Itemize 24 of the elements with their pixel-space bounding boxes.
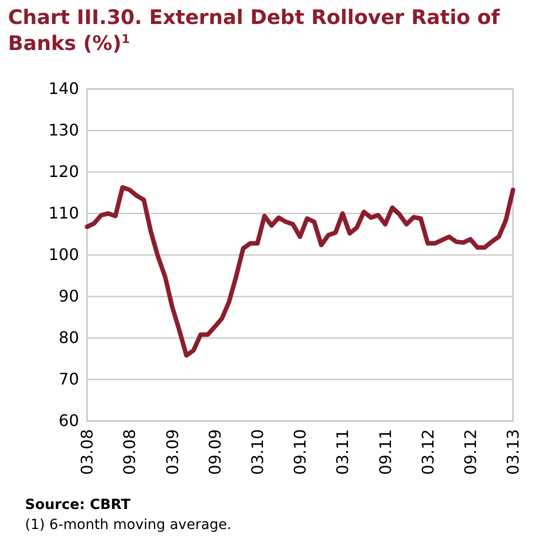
y-tick-label: 70 — [58, 370, 79, 389]
y-tick-label: 60 — [58, 411, 79, 430]
y-tick-label: 120 — [48, 162, 79, 182]
x-tick-label: 03.12 — [418, 429, 438, 475]
y-tick-label: 90 — [58, 286, 79, 306]
line-series — [84, 185, 516, 358]
x-tick-label: 09.09 — [205, 429, 224, 475]
x-tick-label: 09.12 — [461, 429, 480, 475]
y-tick-label: 80 — [58, 328, 79, 348]
source-note: Source: CBRT — [25, 497, 131, 513]
x-tick-label: 03.13 — [504, 429, 523, 475]
text: (1) 6-month moving average. — [25, 517, 232, 533]
x-tick-label: 03.10 — [248, 429, 267, 475]
x-tick-label: 09.11 — [376, 429, 395, 475]
y-tick-label: 130 — [48, 120, 79, 140]
x-tick-label: 09.08 — [120, 429, 140, 475]
y-tick-label: 100 — [48, 245, 79, 264]
x-tick-label: 03.11 — [333, 429, 352, 475]
y-tick-label: 110 — [48, 204, 79, 223]
x-tick-label: 09.10 — [290, 429, 310, 475]
chart-title: Chart III.30. External Debt Rollover Ratio of Banks (%)$^{1}$ — [8, 5, 500, 55]
x-tick-label: 03.09 — [162, 429, 182, 475]
x-tick-label: 03.08 — [78, 429, 97, 475]
y-tick-label: 140 — [48, 79, 79, 98]
